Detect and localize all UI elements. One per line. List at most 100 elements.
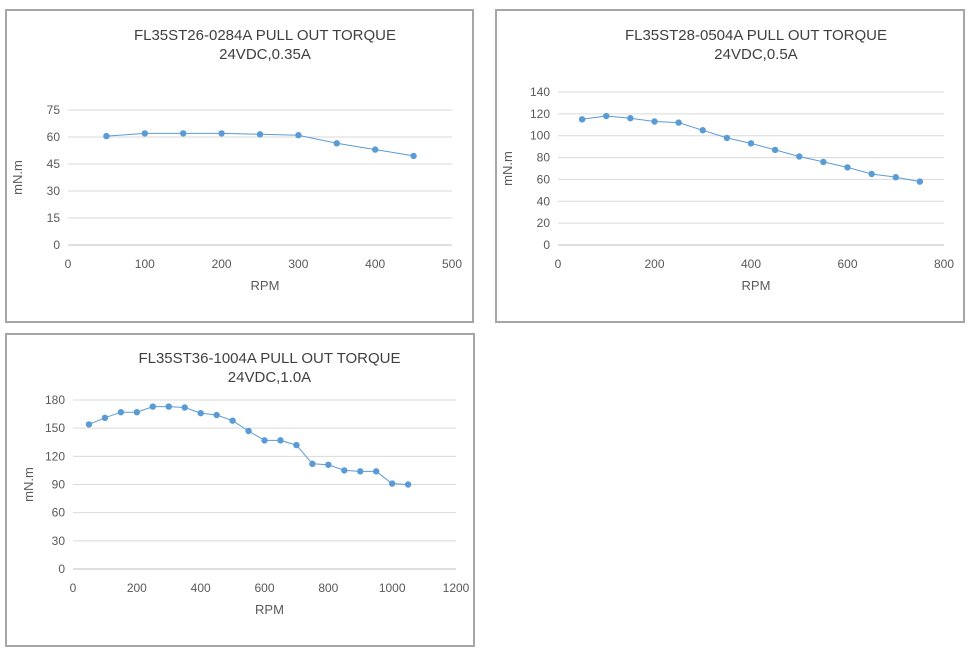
x-tick-label: 600 — [254, 581, 274, 595]
data-point — [357, 468, 364, 475]
data-point — [603, 112, 610, 120]
data-point — [117, 409, 125, 416]
chart-panel-3: FL35ST36-1004A PULL OUT TORQUE 24VDC,1.0A… — [5, 333, 475, 647]
y-tick-label: 60 — [47, 130, 61, 144]
data-point — [261, 437, 268, 444]
y-tick-label: 0 — [53, 238, 60, 252]
y-axis-label: mN.m — [500, 151, 515, 186]
data-point — [141, 130, 148, 137]
data-point — [213, 411, 220, 419]
data-point — [675, 119, 682, 126]
data-point — [341, 467, 348, 474]
x-tick-label: 100 — [135, 257, 155, 271]
data-point — [844, 164, 851, 171]
y-tick-label: 40 — [537, 194, 551, 208]
x-tick-label: 200 — [212, 257, 232, 271]
x-tick-label: 300 — [288, 257, 308, 271]
y-tick-label: 180 — [45, 393, 65, 407]
chart-panel-1: FL35ST26-0284A PULL OUT TORQUE 24VDC,0.35… — [5, 9, 474, 323]
data-point — [149, 403, 156, 410]
data-point — [133, 409, 141, 416]
chart-subtitle: 24VDC,0.5A — [714, 46, 797, 63]
data-point — [293, 441, 300, 449]
data-point — [868, 170, 875, 178]
y-tick-label: 60 — [537, 172, 551, 186]
data-point — [651, 118, 658, 125]
y-tick-label: 140 — [530, 85, 550, 99]
data-point — [410, 152, 417, 160]
x-tick-label: 500 — [442, 257, 462, 271]
chart-subtitle: 24VDC,1.0A — [228, 369, 311, 386]
y-tick-label: 120 — [45, 449, 65, 463]
data-point — [820, 158, 827, 166]
data-point — [747, 140, 755, 147]
x-tick-label: 0 — [555, 257, 562, 271]
x-axis-label: RPM — [255, 602, 284, 617]
x-tick-label: 600 — [837, 257, 857, 271]
x-tick-label: 0 — [70, 581, 77, 595]
data-point — [723, 134, 731, 142]
x-tick-label: 400 — [741, 257, 761, 271]
y-tick-label: 15 — [47, 211, 61, 225]
data-point — [85, 421, 93, 428]
y-tick-label: 30 — [47, 184, 61, 198]
data-point — [218, 130, 225, 137]
y-tick-label: 45 — [47, 157, 61, 171]
y-tick-label: 150 — [45, 421, 65, 435]
data-point — [165, 403, 172, 410]
y-tick-label: 0 — [58, 562, 65, 576]
data-point — [892, 174, 899, 181]
x-tick-label: 200 — [127, 581, 147, 595]
y-tick-label: 80 — [537, 151, 551, 165]
x-tick-label: 200 — [644, 257, 664, 271]
x-tick-label: 800 — [318, 581, 338, 595]
y-tick-label: 30 — [52, 534, 66, 548]
y-axis-label: mN.m — [21, 467, 36, 502]
chart-3: FL35ST36-1004A PULL OUT TORQUE 24VDC,1.0A… — [21, 350, 470, 617]
data-point — [181, 404, 188, 411]
data-point — [309, 460, 316, 468]
data-point — [404, 481, 412, 488]
chart-1: FL35ST26-0284A PULL OUT TORQUE 24VDC,0.35… — [10, 27, 462, 293]
y-tick-label: 75 — [47, 103, 61, 117]
y-tick-label: 90 — [52, 478, 66, 492]
data-point — [627, 115, 634, 122]
x-tick-label: 400 — [191, 581, 211, 595]
data-point — [771, 146, 779, 154]
data-point — [325, 461, 332, 468]
data-point — [180, 130, 187, 137]
chart-title: FL35ST26-0284A PULL OUT TORQUE — [134, 27, 396, 44]
x-axis-label: RPM — [251, 278, 280, 293]
x-axis-label: RPM — [742, 278, 771, 293]
x-tick-label: 1000 — [379, 581, 406, 595]
y-tick-label: 120 — [530, 107, 550, 121]
data-point — [699, 127, 706, 134]
data-point — [796, 153, 803, 160]
x-tick-label: 1200 — [443, 581, 470, 595]
data-point — [229, 417, 236, 424]
data-point — [373, 468, 380, 475]
data-point — [372, 146, 379, 153]
y-tick-label: 60 — [52, 506, 66, 520]
y-axis-label: mN.m — [10, 160, 25, 195]
y-tick-label: 100 — [530, 129, 550, 143]
chart-subtitle: 24VDC,0.35A — [219, 46, 311, 63]
data-point — [103, 132, 110, 140]
data-point — [101, 414, 109, 422]
data-point — [578, 116, 586, 123]
data-point — [916, 178, 924, 185]
chart-2: FL35ST28-0504A PULL OUT TORQUE 24VDC,0.5A… — [500, 27, 954, 293]
data-point — [333, 140, 340, 147]
y-tick-label: 20 — [537, 216, 551, 230]
chart-title: FL35ST28-0504A PULL OUT TORQUE — [625, 27, 887, 44]
series-line — [582, 115, 920, 183]
data-point — [277, 437, 284, 444]
data-point — [295, 132, 302, 139]
data-point — [256, 131, 264, 138]
data-point — [388, 480, 396, 487]
y-tick-label: 0 — [543, 238, 550, 252]
data-point — [197, 409, 204, 417]
data-point — [245, 427, 252, 435]
x-tick-label: 400 — [365, 257, 385, 271]
chart-panel-2: FL35ST28-0504A PULL OUT TORQUE 24VDC,0.5A… — [495, 9, 965, 323]
